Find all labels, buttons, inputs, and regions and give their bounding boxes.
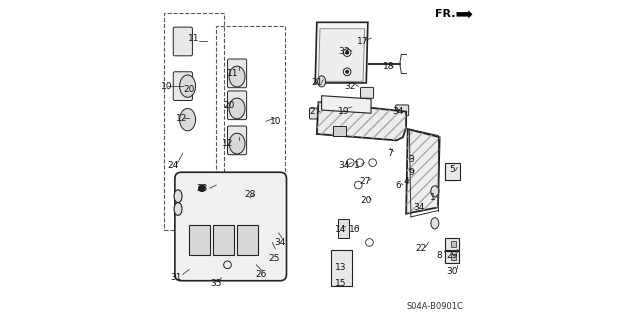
Ellipse shape <box>431 186 439 197</box>
Ellipse shape <box>229 66 245 87</box>
Text: 17: 17 <box>357 37 369 46</box>
Text: 31: 31 <box>171 273 182 282</box>
Text: 25: 25 <box>268 254 280 263</box>
Text: 19: 19 <box>338 107 349 116</box>
Text: 7: 7 <box>387 149 393 158</box>
Text: 23: 23 <box>196 184 207 193</box>
Text: 12: 12 <box>222 139 233 148</box>
Text: 33: 33 <box>338 47 349 56</box>
Bar <box>333 126 346 136</box>
FancyBboxPatch shape <box>173 27 193 56</box>
FancyBboxPatch shape <box>227 59 246 88</box>
Polygon shape <box>321 96 371 113</box>
FancyBboxPatch shape <box>445 238 459 250</box>
Ellipse shape <box>180 75 196 97</box>
Bar <box>213 225 234 255</box>
Circle shape <box>346 51 348 54</box>
Text: 10: 10 <box>161 82 173 91</box>
FancyBboxPatch shape <box>175 172 287 281</box>
Text: S04A-B0901C: S04A-B0901C <box>406 302 463 311</box>
FancyBboxPatch shape <box>227 126 246 155</box>
Text: 5: 5 <box>449 165 455 174</box>
Text: 34: 34 <box>338 161 349 170</box>
FancyBboxPatch shape <box>173 72 193 100</box>
FancyBboxPatch shape <box>445 168 459 180</box>
Text: 11: 11 <box>188 34 200 43</box>
Ellipse shape <box>229 98 245 119</box>
Bar <box>237 225 258 255</box>
Bar <box>331 250 352 286</box>
Ellipse shape <box>317 76 326 87</box>
Text: 9: 9 <box>408 168 414 177</box>
Bar <box>189 225 210 255</box>
Text: 8: 8 <box>436 251 442 260</box>
Text: 29: 29 <box>447 251 458 260</box>
Bar <box>337 219 349 238</box>
Text: 11: 11 <box>227 69 238 78</box>
Ellipse shape <box>180 108 196 131</box>
Text: 28: 28 <box>244 190 255 199</box>
Text: 21: 21 <box>311 78 323 87</box>
Text: 2: 2 <box>309 107 315 116</box>
FancyBboxPatch shape <box>445 251 459 263</box>
Ellipse shape <box>229 133 245 154</box>
Ellipse shape <box>174 190 182 203</box>
Polygon shape <box>406 129 440 214</box>
Text: 3: 3 <box>408 155 414 164</box>
Text: 20: 20 <box>184 85 195 94</box>
Ellipse shape <box>431 218 439 229</box>
Bar <box>451 171 456 177</box>
Polygon shape <box>317 102 406 140</box>
Bar <box>451 254 456 260</box>
Text: 1: 1 <box>430 193 436 202</box>
Text: 18: 18 <box>383 63 394 71</box>
Polygon shape <box>316 22 368 83</box>
Circle shape <box>199 185 205 191</box>
Polygon shape <box>319 29 365 81</box>
Text: FR.: FR. <box>435 9 456 19</box>
Text: 26: 26 <box>255 270 267 279</box>
Text: 27: 27 <box>359 177 371 186</box>
Text: 22: 22 <box>415 244 426 253</box>
Text: 32: 32 <box>344 82 356 91</box>
Text: 14: 14 <box>335 225 346 234</box>
Text: 24: 24 <box>168 161 179 170</box>
Text: 1: 1 <box>354 161 360 170</box>
Text: 34: 34 <box>392 107 404 116</box>
FancyBboxPatch shape <box>445 163 460 180</box>
Text: 15: 15 <box>335 279 346 288</box>
Bar <box>451 241 456 247</box>
Text: 34: 34 <box>275 238 286 247</box>
FancyBboxPatch shape <box>227 91 246 120</box>
Text: 20: 20 <box>223 101 235 110</box>
Ellipse shape <box>174 203 182 215</box>
Text: 13: 13 <box>335 263 346 272</box>
Text: 34: 34 <box>413 203 424 212</box>
Text: 6: 6 <box>396 181 401 189</box>
Circle shape <box>346 70 348 73</box>
Text: 12: 12 <box>175 114 187 122</box>
Text: 10: 10 <box>269 117 281 126</box>
FancyBboxPatch shape <box>396 105 409 116</box>
FancyBboxPatch shape <box>310 108 323 119</box>
Text: 20: 20 <box>360 197 372 205</box>
Text: 35: 35 <box>211 279 222 288</box>
Polygon shape <box>456 10 472 19</box>
FancyBboxPatch shape <box>360 87 374 98</box>
Text: 16: 16 <box>349 225 361 234</box>
Text: 30: 30 <box>447 267 458 276</box>
Text: 4: 4 <box>403 177 409 186</box>
